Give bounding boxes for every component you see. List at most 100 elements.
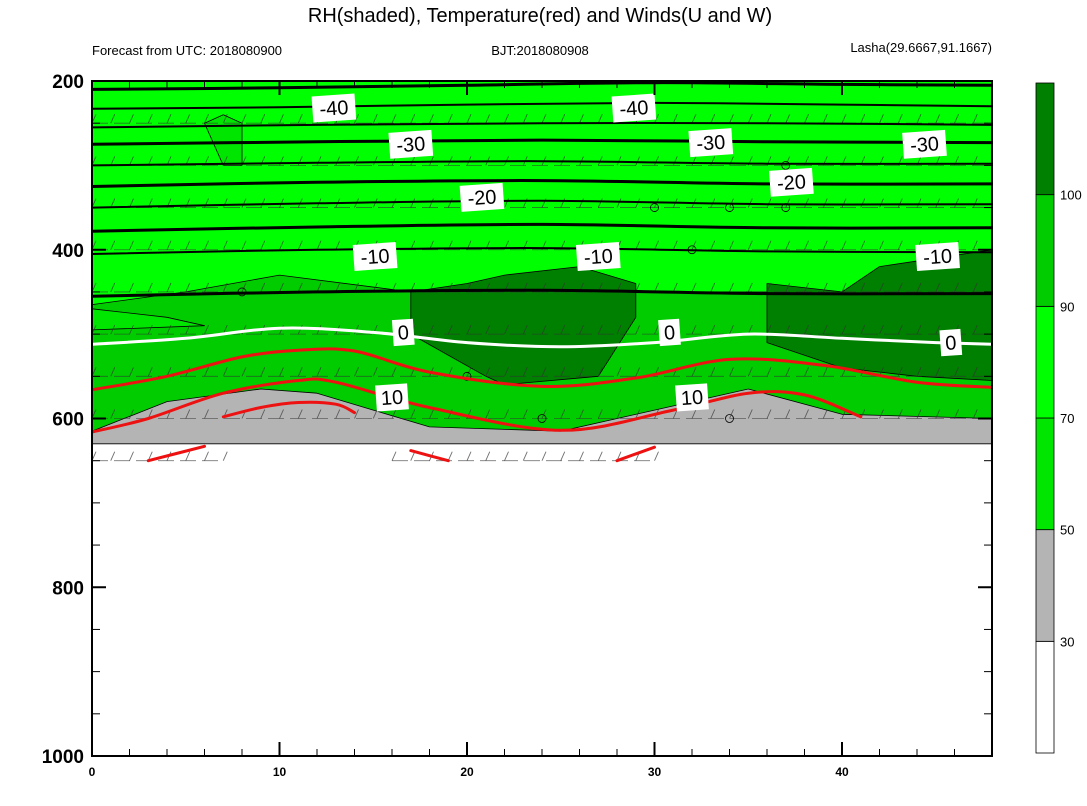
- wind-barb: [597, 451, 603, 461]
- wind-barb: [898, 81, 899, 82]
- wind-barb: [954, 81, 955, 82]
- wind-barb: [204, 282, 209, 293]
- wind-barb: [504, 81, 505, 82]
- contour-label-text: -10: [360, 246, 390, 270]
- wind-barb: [691, 324, 697, 335]
- wind-barb: [260, 114, 266, 124]
- wind-barb: [260, 409, 266, 419]
- wind-barb: [523, 81, 524, 82]
- x-tick-label: 0: [89, 765, 96, 779]
- wind-barb: [654, 240, 659, 250]
- wind-barb: [897, 409, 903, 419]
- wind-barb: [466, 451, 472, 461]
- contour-label: 10: [375, 383, 409, 412]
- wind-barb: [167, 81, 168, 82]
- x-tick-label: 30: [648, 765, 662, 779]
- wind-barb: [897, 240, 903, 250]
- contour-label: -10: [352, 242, 398, 271]
- wind-barb: [147, 114, 153, 124]
- wind-barb: [147, 282, 153, 293]
- wind-barb: [466, 114, 472, 124]
- wind-barb: [710, 367, 716, 377]
- wind-barb: [804, 367, 809, 377]
- wind-barb: [710, 81, 712, 82]
- wind-barb: [729, 367, 734, 377]
- wind-barb: [204, 451, 209, 461]
- wind-barb: [841, 282, 847, 293]
- wind-barb: [185, 451, 191, 461]
- wind-barb: [785, 409, 791, 419]
- wind-barb: [504, 409, 509, 419]
- wind-barb: [541, 451, 547, 461]
- wind-barb: [766, 198, 772, 208]
- wind-barb: [954, 409, 959, 419]
- wind-barb: [616, 367, 622, 377]
- plot-area: -40 -40 -30 -30 -30 -20 -20 -10 -10 -10 0 0 0 10 10: [92, 72, 996, 463]
- wind-barb: [410, 81, 412, 82]
- temperature-contour: [92, 121, 992, 129]
- wind-barb: [185, 409, 191, 419]
- wind-barb: [860, 81, 862, 82]
- wind-barb: [822, 114, 828, 124]
- wind-barb: [935, 324, 941, 335]
- wind-barb: [110, 81, 112, 82]
- wind-barb: [129, 409, 134, 419]
- wind-barb: [447, 114, 453, 124]
- wind-barb: [897, 367, 903, 377]
- wind-barb: [260, 367, 266, 377]
- colorbar-label: 70: [1060, 411, 1074, 426]
- wind-barb: [860, 114, 866, 124]
- wind-barb: [129, 240, 134, 250]
- wind-barb: [485, 81, 487, 82]
- wind-barb: [916, 114, 922, 124]
- wind-barb: [860, 240, 866, 250]
- wind-barb: [317, 81, 318, 82]
- contour-label: 0: [939, 328, 963, 357]
- temperature-contour: [92, 377, 863, 434]
- y-tick-label: 600: [52, 410, 84, 431]
- wind-barb: [617, 81, 618, 82]
- wind-barb: [204, 409, 209, 419]
- wind-barb: [822, 367, 828, 377]
- wind-barb: [447, 324, 453, 335]
- wind-barb: [541, 324, 547, 335]
- temperature-contour: [92, 81, 992, 91]
- wind-barb: [954, 198, 959, 208]
- wind-barb: [692, 81, 693, 82]
- wind-barb: [166, 240, 172, 250]
- wind-barb: [560, 324, 566, 335]
- contour-label-text: -20: [776, 171, 806, 195]
- wind-barb: [541, 367, 547, 377]
- wind-barb: [992, 72, 996, 81]
- wind-barb: [972, 198, 978, 208]
- wind-barb: [879, 324, 884, 335]
- wind-barb: [222, 451, 228, 461]
- wind-barb: [860, 282, 866, 293]
- contour-label: -40: [611, 93, 657, 123]
- wind-barb: [729, 282, 734, 293]
- wind-barb: [204, 81, 205, 82]
- wind-barb: [897, 282, 903, 293]
- wind-barb: [166, 114, 172, 124]
- contour-label: 0: [391, 318, 415, 347]
- wind-barb: [654, 324, 659, 335]
- contour-label: -30: [388, 129, 434, 159]
- wind-barb: [672, 114, 678, 124]
- wind-barb: [672, 282, 678, 293]
- x-tick-label: 10: [273, 765, 287, 779]
- rh-region-7: [410, 266, 637, 386]
- wind-barb: [766, 240, 772, 250]
- subtitle-location: Lasha(29.6667,91.1667): [850, 40, 992, 55]
- wind-barb: [335, 409, 341, 419]
- contour-label-box: [311, 93, 357, 123]
- wind-barb: [767, 81, 768, 82]
- wind-barb: [241, 367, 247, 377]
- wind-barb: [542, 81, 543, 82]
- wind-barb: [467, 81, 468, 82]
- temperature-contour: [146, 444, 206, 463]
- wind-barb: [279, 81, 280, 82]
- wind-barb: [110, 198, 116, 208]
- temperature-contour: [92, 138, 992, 146]
- wind-barb: [335, 81, 337, 82]
- wind-barb: [710, 282, 716, 293]
